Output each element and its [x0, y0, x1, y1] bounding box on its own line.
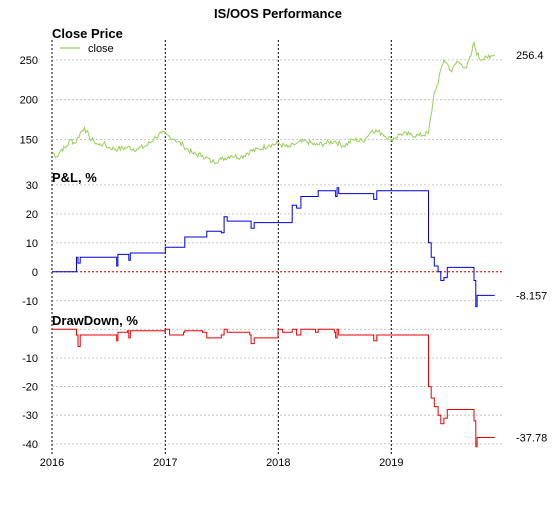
series-line	[52, 187, 495, 308]
y-tick-label: -30	[22, 410, 38, 422]
y-tick-label: 30	[26, 180, 38, 192]
chart-title: IS/OOS Performance	[214, 6, 342, 21]
legend-label: close	[88, 43, 114, 55]
y-tick-label: -10	[22, 296, 38, 308]
y-tick-label: 0	[32, 267, 38, 279]
panel-title: Close Price	[52, 26, 123, 41]
y-tick-label: -20	[22, 382, 38, 394]
last-value-label: 256.4	[516, 50, 544, 62]
y-tick-label: 150	[20, 135, 38, 147]
series-layer	[51, 40, 504, 448]
y-tick-label: 200	[20, 95, 38, 107]
series-line	[52, 328, 495, 448]
y-tick-label: 20	[26, 209, 38, 221]
y-tick-label: 10	[26, 238, 38, 250]
x-tick-label: 2017	[153, 457, 177, 469]
year-separator-lines	[51, 40, 392, 455]
panel-title: P&L, %	[52, 170, 97, 185]
y-tick-label: 250	[20, 55, 38, 67]
y-tick-label: -10	[22, 353, 38, 365]
last-value-label: -8.157	[516, 290, 547, 302]
x-tick-label: 2019	[379, 457, 403, 469]
x-tick-label: 2018	[266, 457, 290, 469]
series-line	[51, 40, 495, 165]
panel-title: DrawDown, %	[52, 313, 138, 328]
y-tick-label: 0	[32, 324, 38, 336]
y-tick-label: -40	[22, 439, 38, 451]
x-tick-label: 2016	[40, 457, 64, 469]
last-value-label: -37.78	[516, 432, 547, 444]
